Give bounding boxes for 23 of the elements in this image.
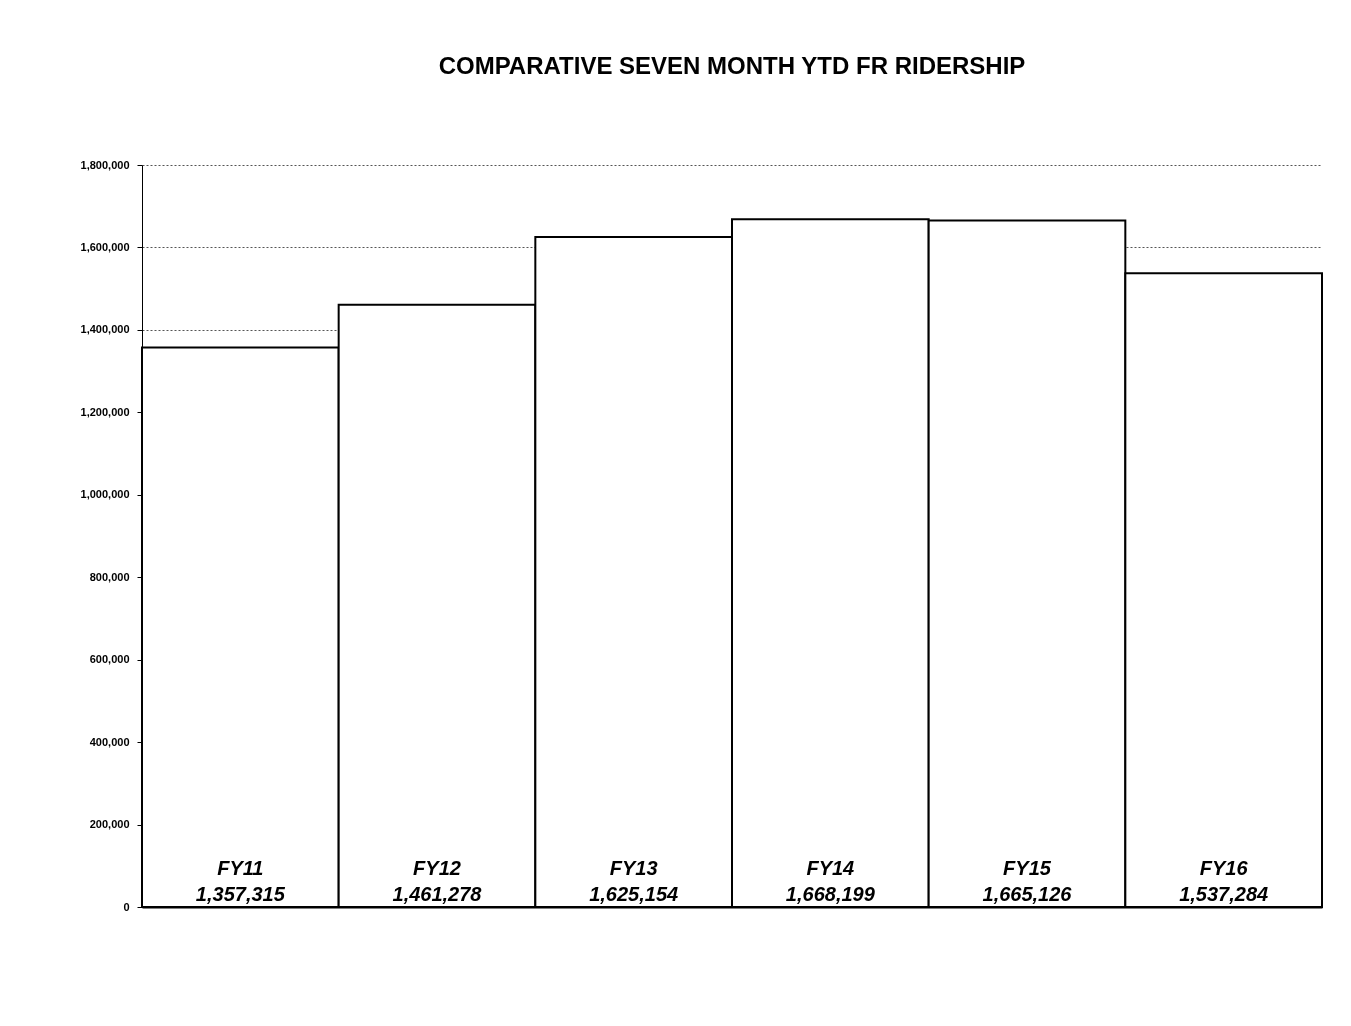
data-label: 1,537,284 (1179, 883, 1269, 905)
y-tick-label: 400,000 (89, 735, 130, 748)
y-tick-label: 1,200,000 (80, 405, 130, 418)
data-label: 1,625,154 (589, 883, 679, 905)
y-tick-label: 1,000,000 (80, 488, 130, 501)
x-tick-label: FY14 (806, 857, 855, 879)
chart-title: COMPARATIVE SEVEN MONTH YTD FR RIDERSHIP (438, 52, 1026, 79)
y-tick-label: 0 (123, 900, 130, 913)
data-label: 1,665,126 (982, 883, 1073, 905)
x-tick-label: FY11 (217, 857, 264, 879)
y-tick-label: 1,400,000 (80, 323, 130, 336)
y-tick-label: 600,000 (89, 653, 130, 666)
y-tick-label: 1,800,000 (80, 158, 130, 171)
x-tick-label: FY13 (609, 857, 658, 879)
y-tick-label: 200,000 (89, 818, 130, 831)
x-tick-label: FY12 (413, 857, 461, 879)
data-label: 1,461,278 (392, 883, 483, 905)
y-tick-label: 800,000 (89, 570, 130, 583)
x-tick-label: FY15 (1003, 857, 1052, 879)
data-label: 1,357,315 (195, 883, 286, 905)
y-tick-label: 1,600,000 (80, 240, 130, 253)
x-tick-label: FY16 (1199, 857, 1249, 879)
data-label: 1,668,199 (785, 883, 876, 905)
